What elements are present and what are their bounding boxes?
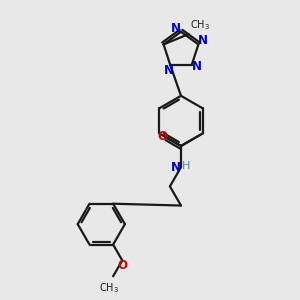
Text: CH$_3$: CH$_3$ — [99, 282, 119, 296]
Text: O: O — [158, 130, 168, 143]
Text: CH$_3$: CH$_3$ — [190, 19, 210, 32]
Text: N: N — [171, 22, 181, 35]
Text: N: N — [164, 64, 174, 77]
Text: H: H — [182, 161, 190, 171]
Text: O: O — [118, 259, 128, 272]
Text: N: N — [198, 34, 208, 47]
Text: N: N — [192, 60, 202, 73]
Text: N: N — [171, 161, 181, 174]
